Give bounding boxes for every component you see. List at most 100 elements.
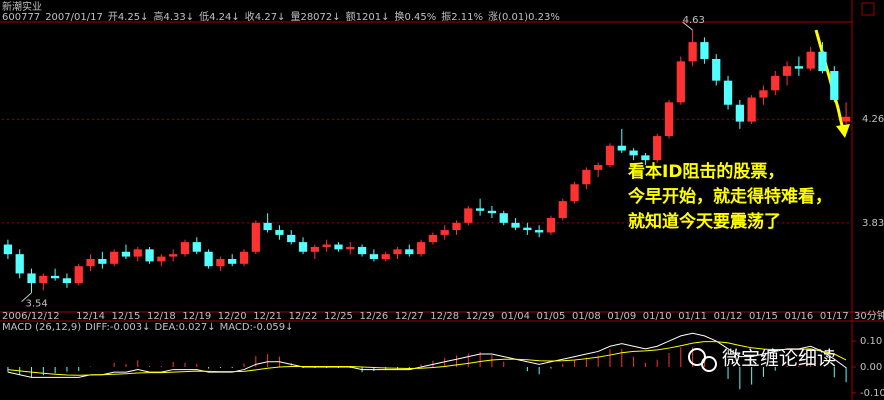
macd-header: DEA:0.027↓	[155, 322, 216, 333]
watermark-icon	[701, 356, 717, 372]
x-tick-label: 12/20	[218, 311, 247, 322]
x-tick-label: 12/15	[112, 311, 141, 322]
candle-body	[275, 230, 284, 235]
candle-body	[50, 275, 60, 279]
x-tick-label: 01/10	[643, 311, 672, 322]
macd-header: MACD:-0.059↓	[220, 322, 294, 333]
candle-body	[334, 244, 343, 250]
candle-body	[39, 275, 48, 284]
candle-body	[298, 242, 308, 252]
candle-body	[416, 242, 426, 255]
candle-body	[782, 66, 792, 76]
x-tick-label: 12/25	[324, 311, 353, 322]
candle-body	[169, 254, 178, 257]
quote-item: 600777	[2, 12, 40, 23]
candle-body	[747, 97, 756, 122]
candle-body	[428, 234, 438, 243]
quote-item: 高4.33↓	[153, 10, 194, 23]
quote-item: 振2.11%	[441, 10, 483, 23]
quote-item: 换0.45%	[394, 10, 436, 23]
x-tick-label: 2006/12/12	[2, 311, 60, 322]
window-icon[interactable]	[861, 2, 875, 16]
candle-body	[570, 184, 579, 202]
candle-body	[511, 222, 520, 228]
quote-item: 量28072↓	[290, 11, 340, 23]
annotation-note: 看本ID阻击的股票， 今早开始，就走得特难看， 就知道今天要震荡了	[627, 161, 832, 232]
interval-label: 30分钟	[854, 309, 884, 322]
candle-body	[86, 258, 95, 267]
candle-body	[27, 273, 36, 284]
candle-body	[216, 258, 225, 267]
x-tick-label: 12/27	[395, 311, 424, 322]
candle-body	[157, 256, 166, 262]
candle-body	[369, 254, 379, 259]
candle-body	[357, 246, 367, 255]
x-tick-label: 12/28	[430, 311, 459, 322]
x-tick-label: 01/09	[607, 311, 636, 322]
watermark-icon	[688, 348, 706, 366]
candle-body	[759, 90, 768, 98]
quote-item: 额1201↓	[346, 10, 390, 23]
x-tick-label: 01/17	[820, 311, 849, 322]
x-tick-label: 12/22	[289, 311, 318, 322]
candle-body	[310, 246, 319, 252]
candle-body	[617, 145, 626, 151]
candle-body	[830, 71, 839, 100]
x-tick-label: 12/19	[182, 311, 211, 322]
note-line: 看本ID阻击的股票，	[627, 161, 784, 182]
candle-body	[287, 234, 296, 243]
candle-body	[523, 227, 532, 231]
candle-body	[228, 258, 237, 264]
candle-body	[74, 266, 83, 284]
candle-body	[735, 104, 744, 122]
y-tick-label: 0.00	[860, 362, 882, 373]
candle-body	[841, 116, 851, 122]
watermark-text: 微宝缠论细读	[722, 348, 836, 370]
candle-body	[239, 251, 249, 264]
candle-body	[464, 208, 473, 223]
candle-body	[98, 258, 107, 264]
x-tick-label: 01/08	[572, 311, 601, 322]
candle-body	[558, 201, 567, 219]
low-label: 3.54	[26, 299, 48, 310]
candle-body	[629, 150, 638, 156]
candle-body	[594, 165, 603, 170]
candle-body	[546, 218, 556, 233]
candle-body	[806, 51, 815, 69]
candle-body	[700, 42, 709, 59]
candle-body	[440, 230, 449, 235]
candle-body	[393, 249, 402, 255]
low-leader	[21, 292, 32, 303]
x-tick-label: 12/14	[76, 311, 105, 322]
candle-body	[653, 136, 662, 161]
macd-line	[7, 341, 847, 376]
candle-body	[487, 210, 497, 214]
candle-body	[535, 230, 544, 233]
candle-body	[794, 66, 804, 69]
candle-body	[712, 58, 721, 81]
candle-body	[664, 102, 674, 137]
quote-item: 收4.27↓	[245, 10, 286, 23]
candle-body	[204, 251, 213, 267]
candle-body	[676, 61, 685, 103]
candle-body	[688, 42, 697, 62]
candle-body	[145, 249, 154, 262]
candle-body	[582, 169, 591, 185]
x-tick-label: 12/18	[147, 311, 176, 322]
x-tick-label: 12/29	[466, 311, 495, 322]
y-tick-label: 4.26	[862, 114, 884, 125]
watermark: 微宝缠论细读	[688, 348, 836, 372]
x-tick-label: 12/21	[253, 311, 282, 322]
macd-line	[7, 332, 847, 378]
candle-body	[121, 251, 131, 257]
quote-item: 低4.24↓	[199, 10, 240, 23]
candle-body	[381, 254, 390, 259]
note-line: 就知道今天要震荡了	[628, 211, 781, 232]
y-tick-label: 3.83	[862, 218, 884, 229]
candle-body	[605, 145, 615, 165]
candle-body	[475, 208, 485, 211]
candle-body	[251, 222, 260, 252]
x-tick-label: 01/12	[714, 311, 743, 322]
